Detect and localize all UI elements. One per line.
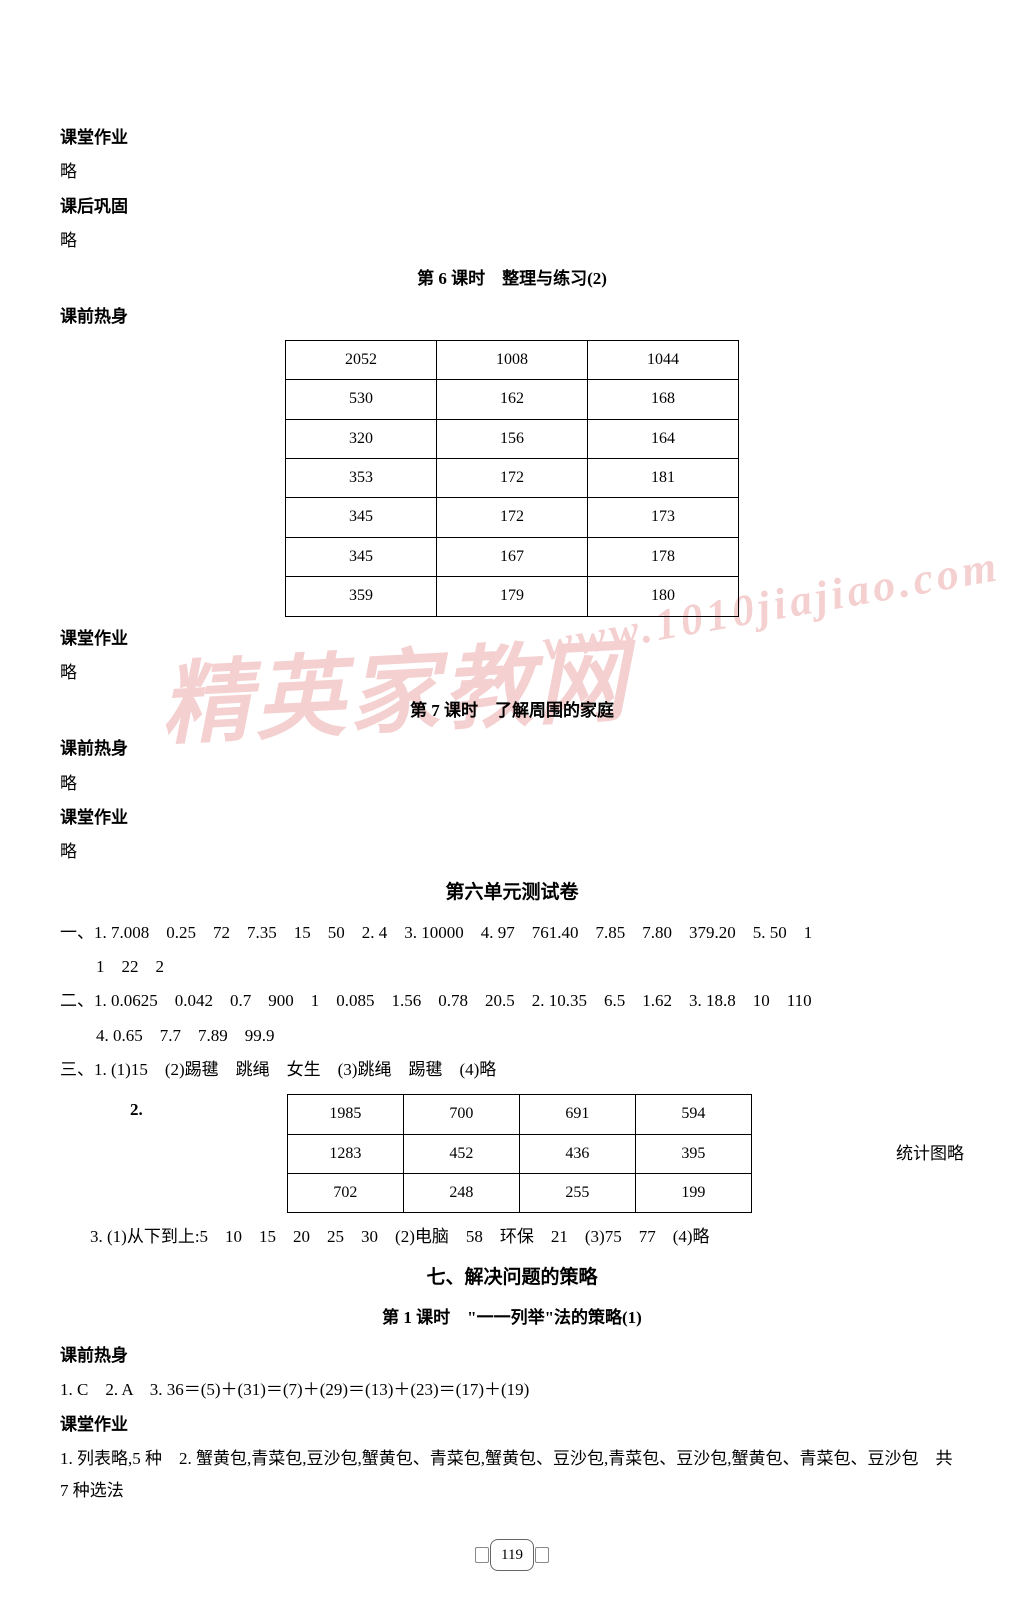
unit6-line: 3. (1)从下到上:5 10 15 20 25 30 (2)电脑 58 环保 … bbox=[90, 1221, 964, 1253]
table-cell: 178 bbox=[588, 537, 739, 576]
lesson6-title: 第 6 课时 整理与练习(2) bbox=[60, 263, 964, 295]
table-cell: 255 bbox=[519, 1173, 635, 1212]
page-number: 119 bbox=[490, 1539, 534, 1572]
table-cell: 164 bbox=[588, 419, 739, 458]
unit6-line: 二、1. 0.0625 0.042 0.7 900 1 0.085 1.56 0… bbox=[60, 985, 964, 1017]
unit7-title: 七、解决问题的策略 bbox=[60, 1260, 964, 1296]
table-cell: 1044 bbox=[588, 340, 739, 379]
omit-text: 略 bbox=[60, 156, 964, 188]
omit-text: 略 bbox=[60, 225, 964, 257]
unit6-table2: 19857006915941283452436395702248255199 bbox=[287, 1094, 752, 1213]
unit7-class-line: 1. 列表略,5 种 2. 蟹黄包,青菜包,豆沙包,蟹黄包、青菜包,蟹黄包、豆沙… bbox=[60, 1443, 964, 1508]
table-cell: 181 bbox=[588, 458, 739, 497]
table-row: 345172173 bbox=[286, 498, 739, 537]
table-cell: 2052 bbox=[286, 340, 437, 379]
table-cell: 156 bbox=[437, 419, 588, 458]
q2-prefix: 2. bbox=[130, 1094, 143, 1126]
table-cell: 1008 bbox=[437, 340, 588, 379]
omit-text: 略 bbox=[60, 836, 964, 868]
warmup-header: 课前热身 bbox=[60, 733, 964, 765]
table-cell: 180 bbox=[588, 577, 739, 616]
unit6-line: 4. 0.65 7.7 7.89 99.9 bbox=[60, 1020, 964, 1052]
table-row: 205210081044 bbox=[286, 340, 739, 379]
unit6-test-title: 第六单元测试卷 bbox=[60, 875, 964, 911]
table-row: 1985700691594 bbox=[287, 1095, 751, 1134]
table-cell: 1283 bbox=[287, 1134, 403, 1173]
page-content: 课堂作业 略 课后巩固 略 第 6 课时 整理与练习(2) 课前热身 20521… bbox=[0, 0, 1024, 1611]
unit6-line: 一、1. 7.008 0.25 72 7.35 15 50 2. 4 3. 10… bbox=[60, 917, 964, 949]
class-work-header: 课堂作业 bbox=[60, 802, 964, 834]
table-cell: 1985 bbox=[287, 1095, 403, 1134]
table-cell: 353 bbox=[286, 458, 437, 497]
table-cell: 530 bbox=[286, 380, 437, 419]
lesson6-table: 2052100810445301621683201561643531721813… bbox=[285, 340, 739, 617]
table-cell: 700 bbox=[403, 1095, 519, 1134]
omit-text: 略 bbox=[60, 768, 964, 800]
table-row: 359179180 bbox=[286, 577, 739, 616]
table-cell: 702 bbox=[287, 1173, 403, 1212]
class-work-header: 课堂作业 bbox=[60, 1409, 964, 1441]
table-row: 702248255199 bbox=[287, 1173, 751, 1212]
table-cell: 199 bbox=[635, 1173, 751, 1212]
table-note: 统计图略 bbox=[896, 1138, 964, 1170]
table-cell: 691 bbox=[519, 1095, 635, 1134]
warmup-header: 课前热身 bbox=[60, 301, 964, 333]
table-cell: 172 bbox=[437, 458, 588, 497]
table-cell: 395 bbox=[635, 1134, 751, 1173]
unit6-line: 三、1. (1)15 (2)踢毽 跳绳 女生 (3)跳绳 踢毽 (4)略 bbox=[60, 1054, 964, 1086]
table-cell: 173 bbox=[588, 498, 739, 537]
unit6-line: 1 22 2 bbox=[60, 951, 964, 983]
unit7-warmup-line: 1. C 2. A 3. 36＝(5)＋(31)＝(7)＋(29)＝(13)＋(… bbox=[60, 1374, 964, 1406]
table-cell: 345 bbox=[286, 498, 437, 537]
table-cell: 436 bbox=[519, 1134, 635, 1173]
class-work-header: 课堂作业 bbox=[60, 623, 964, 655]
table-cell: 168 bbox=[588, 380, 739, 419]
table-cell: 345 bbox=[286, 537, 437, 576]
warmup-header: 课前热身 bbox=[60, 1340, 964, 1372]
table-cell: 452 bbox=[403, 1134, 519, 1173]
table-cell: 320 bbox=[286, 419, 437, 458]
table-cell: 594 bbox=[635, 1095, 751, 1134]
table-row: 320156164 bbox=[286, 419, 739, 458]
class-work-header: 课堂作业 bbox=[60, 122, 964, 154]
table-cell: 179 bbox=[437, 577, 588, 616]
unit6-table2-row: 2. 1985700691594128345243639570224825519… bbox=[130, 1088, 964, 1219]
after-class-header: 课后巩固 bbox=[60, 191, 964, 223]
table-cell: 172 bbox=[437, 498, 588, 537]
page-number-container: 119 bbox=[60, 1538, 964, 1572]
table-cell: 248 bbox=[403, 1173, 519, 1212]
table-row: 345167178 bbox=[286, 537, 739, 576]
table-cell: 359 bbox=[286, 577, 437, 616]
lesson7-title: 第 7 课时 了解周围的家庭 bbox=[60, 695, 964, 727]
table-row: 353172181 bbox=[286, 458, 739, 497]
table-cell: 162 bbox=[437, 380, 588, 419]
table-cell: 167 bbox=[437, 537, 588, 576]
table-row: 1283452436395 bbox=[287, 1134, 751, 1173]
table-row: 530162168 bbox=[286, 380, 739, 419]
omit-text: 略 bbox=[60, 657, 964, 689]
unit7-lesson1-title: 第 1 课时 "一一列举"法的策略(1) bbox=[60, 1302, 964, 1334]
